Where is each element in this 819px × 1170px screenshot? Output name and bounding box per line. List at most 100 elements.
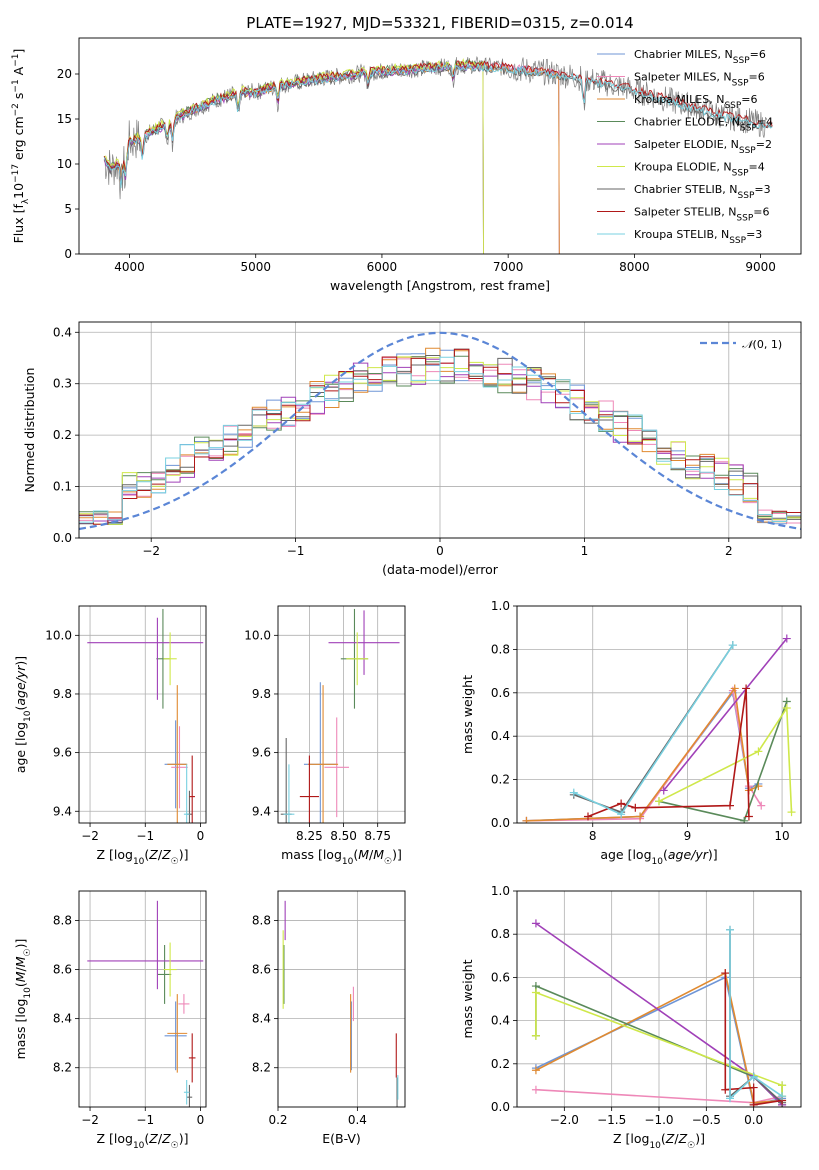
weight-marker [740, 816, 749, 823]
weight-marker [636, 812, 645, 821]
plot-area [103, 55, 773, 254]
weight-line [526, 688, 762, 822]
y-tick-label: 8.6 [53, 963, 72, 977]
axes-frame [516, 890, 802, 1108]
weight-marker [778, 1092, 787, 1101]
x-tick-label: −2 [81, 829, 99, 843]
y-tick-label: 0.6 [491, 970, 510, 984]
legend-entry: Chabrier STELIB, NSSP=3 [634, 183, 771, 201]
histogram-step-line [79, 356, 801, 538]
x-tick-label: −2 [142, 544, 160, 558]
y-tick-label: 9.6 [252, 746, 271, 760]
x-tick-label: −1.5 [597, 1113, 626, 1127]
weight-marker [742, 684, 751, 693]
y-tick-label: 0.1 [53, 480, 72, 494]
weight-vs-age-panel: 8 9 10 0.0 0.2 0.4 0.6 0.8 1.0 age [log10(age/yr)… [460, 599, 802, 867]
weight-marker [721, 1085, 730, 1094]
model-spectrum-line [103, 63, 484, 254]
weight-marker [631, 803, 640, 812]
x-tick-label: −1 [136, 829, 154, 843]
legend-entry: Kroupa ELODIE, NSSP=4 [634, 161, 765, 179]
model-spectrum-line [103, 60, 560, 254]
y-tick-label: 0 [64, 247, 72, 261]
x-tick-label: 8.75 [364, 829, 391, 843]
y-tick-label: 8.6 [252, 963, 271, 977]
y-tick-label: 20 [57, 67, 72, 81]
mass-vs-ebv-panel: 0.2 0.4 8.2 8.4 8.6 8.8 E(B-V) [252, 890, 406, 1146]
y-tick-label: 15 [57, 112, 72, 126]
weight-marker [757, 801, 766, 810]
x-tick-label: 0.0 [744, 1113, 763, 1127]
mass-vs-metallicity-panel: −2 −1 0 8.2 8.4 8.6 8.8 Z [log10(Z/Z☉)] mass [lo… [13, 890, 207, 1151]
y-tick-label: 0.0 [491, 1100, 510, 1114]
y-tick-label: 9.8 [252, 687, 271, 701]
x-tick-label: 7000 [493, 260, 524, 274]
gaussian-reference-curve [79, 331, 801, 531]
x-tick-label: 0 [197, 829, 205, 843]
weight-marker [754, 782, 763, 791]
weight-line [535, 991, 783, 1097]
model-spectrum-line [103, 64, 773, 188]
axes-frame [516, 605, 802, 824]
y-axis-label: Normed distribution [22, 368, 37, 493]
legend-entry: 𝒩(0, 1) [742, 338, 782, 351]
x-tick-label: −1 [136, 1113, 154, 1127]
legend-entry: Salpeter ELODIE, NSSP=2 [634, 138, 772, 156]
axes-frame [277, 890, 406, 1108]
y-axis-label: Flux [fλ10−17 erg cm−2 s−1 A−1] [11, 49, 31, 244]
axes-frame [78, 605, 207, 824]
y-tick-label: 1.0 [491, 599, 510, 613]
weight-line [729, 929, 783, 1101]
weight-marker [726, 801, 734, 810]
x-tick-label: −1 [287, 544, 305, 558]
y-tick-label: 9.4 [252, 804, 271, 818]
y-tick-label: 9.8 [53, 687, 72, 701]
x-tick-label: 8.25 [296, 829, 323, 843]
legend-entry: Salpeter MILES, NSSP=6 [634, 71, 765, 89]
model-spectrum-line [104, 62, 560, 254]
weight-marker [778, 1081, 787, 1090]
y-tick-label: 9.4 [53, 804, 72, 818]
residual-histogram-panel: −2 −1 0 1 2 0.0 0.1 0.2 0.3 0.4 (data-model)/error… [22, 321, 802, 577]
weight-line [663, 637, 788, 792]
gaussian-legend: 𝒩(0, 1) [700, 338, 782, 351]
model-spectrum-line [103, 60, 560, 254]
y-tick-label: 0.2 [491, 1057, 510, 1071]
weight-vs-metallicity-panel: −2.0 −1.5 −1.0 −0.5 0.0 0.0 0.2 0.4 0.6 0.8 1.0 Z [… [460, 884, 802, 1151]
weight-marker [787, 808, 796, 817]
weight-marker [655, 797, 663, 806]
y-tick-label: 0.4 [491, 1014, 510, 1028]
weight-marker [728, 641, 737, 650]
x-tick-label: 0 [436, 544, 444, 558]
x-tick-label: 8000 [619, 260, 650, 274]
y-tick-label: 0.2 [491, 773, 510, 787]
weight-marker [531, 1066, 540, 1075]
weight-line [535, 971, 783, 1104]
weight-line [658, 705, 793, 813]
weight-marker [569, 788, 578, 797]
x-axis-label: Z [log10(Z/Z☉)] [613, 1131, 705, 1151]
weight-marker [726, 1094, 734, 1103]
x-tick-label: 10 [774, 829, 789, 843]
y-tick-label: 10 [57, 157, 72, 171]
x-tick-label: 0 [197, 1113, 205, 1127]
y-tick-label: 0.4 [491, 729, 510, 743]
y-tick-label: 8.8 [252, 913, 271, 927]
weight-marker [531, 1031, 540, 1040]
x-tick-label: −1.0 [644, 1113, 673, 1127]
y-tick-label: 10.0 [45, 628, 72, 642]
x-tick-label: 6000 [367, 260, 398, 274]
x-tick-label: −0.5 [692, 1113, 721, 1127]
weight-line [573, 644, 734, 816]
x-tick-label: 8.50 [330, 829, 357, 843]
y-tick-label: 0.0 [491, 816, 510, 830]
plot-area [280, 608, 400, 823]
weight-marker [726, 925, 734, 934]
x-axis-label: wavelength [Angstrom, rest frame] [330, 278, 550, 293]
y-tick-label: 8.2 [252, 1061, 271, 1075]
legend-entry: Kroupa STELIB, NSSP=3 [634, 228, 762, 246]
grid-lines [277, 891, 405, 1107]
weight-line [573, 644, 734, 814]
y-axis-label: mass weight [460, 959, 475, 1038]
